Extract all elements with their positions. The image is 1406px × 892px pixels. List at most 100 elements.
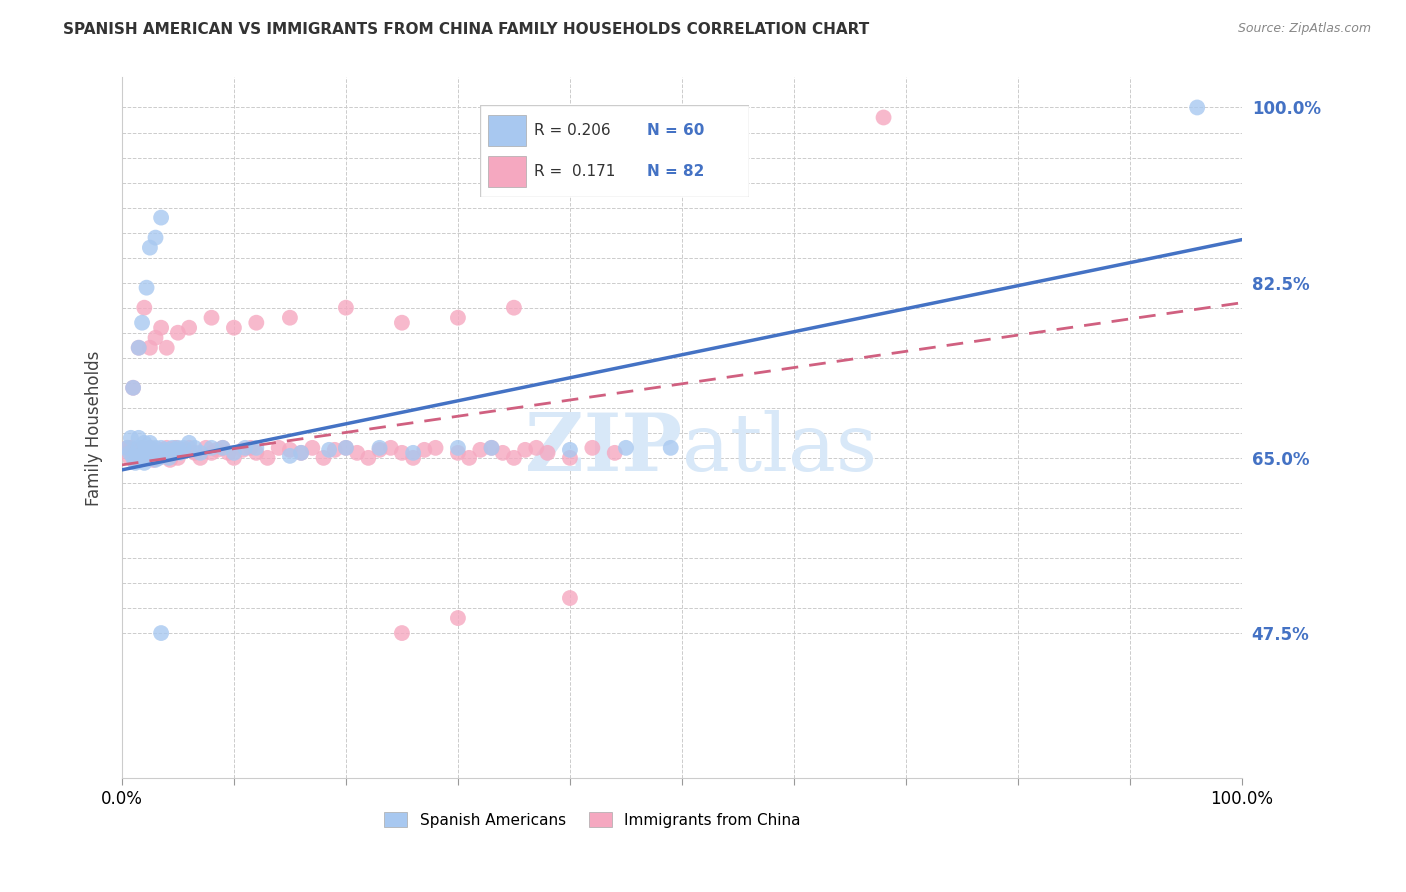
Point (335, 301, 357, 315)
Point (447, 441, 470, 455)
Point (188, 450, 211, 465)
Point (503, 301, 526, 315)
Point (153, 446, 176, 460)
Point (142, 446, 165, 460)
Point (513, 442, 536, 457)
Point (380, 441, 402, 455)
Point (211, 441, 233, 455)
Point (139, 241, 162, 255)
Point (156, 442, 179, 457)
Point (117, 441, 139, 455)
Point (179, 435, 201, 450)
Point (135, 281, 157, 295)
Point (150, 626, 173, 640)
Point (139, 435, 162, 450)
Point (290, 446, 312, 460)
Point (134, 435, 156, 450)
Point (222, 450, 245, 465)
Point (165, 441, 187, 455)
Point (524, 441, 547, 455)
Point (391, 446, 413, 460)
Point (659, 441, 682, 455)
Point (134, 456, 156, 470)
Point (128, 341, 150, 355)
Point (245, 441, 267, 455)
Point (122, 381, 145, 395)
Point (179, 441, 201, 455)
Point (134, 301, 156, 315)
Point (150, 441, 173, 455)
Point (346, 446, 368, 460)
Point (278, 449, 301, 463)
Point (173, 442, 195, 457)
Point (134, 450, 156, 465)
Point (368, 441, 391, 455)
Point (323, 442, 346, 457)
Point (145, 230, 167, 244)
Point (142, 453, 165, 467)
Point (128, 446, 150, 460)
Point (183, 446, 205, 460)
Point (122, 450, 145, 465)
Point (492, 446, 515, 460)
Point (458, 450, 481, 465)
Point (150, 320, 173, 334)
Point (134, 441, 156, 455)
Point (245, 446, 267, 460)
Point (120, 431, 142, 445)
Point (256, 450, 278, 465)
Point (558, 442, 581, 457)
Point (447, 310, 470, 325)
Point (139, 449, 162, 463)
Point (391, 626, 413, 640)
Point (200, 446, 222, 460)
Point (118, 450, 141, 465)
Point (131, 441, 153, 455)
Point (128, 453, 150, 467)
Point (481, 441, 503, 455)
Point (481, 441, 503, 455)
Point (245, 316, 267, 330)
Point (150, 442, 173, 457)
Point (162, 446, 184, 460)
Point (156, 441, 179, 455)
Point (425, 441, 447, 455)
Text: Source: ZipAtlas.com: Source: ZipAtlas.com (1237, 22, 1371, 36)
Point (157, 450, 180, 465)
Point (558, 450, 581, 465)
Point (278, 310, 301, 325)
Point (368, 442, 391, 457)
Point (194, 441, 217, 455)
Point (122, 381, 145, 395)
Point (200, 441, 222, 455)
Point (603, 446, 626, 460)
Point (139, 341, 162, 355)
Point (146, 446, 169, 460)
Point (318, 442, 340, 457)
Point (447, 611, 470, 625)
Point (312, 450, 335, 465)
Point (120, 441, 142, 455)
Point (205, 442, 228, 457)
Point (357, 450, 380, 465)
Point (117, 441, 139, 455)
Point (122, 446, 145, 460)
Point (267, 441, 290, 455)
Point (391, 316, 413, 330)
Point (139, 441, 162, 455)
Point (145, 441, 167, 455)
Point (290, 446, 312, 460)
Point (179, 320, 201, 334)
Point (128, 341, 150, 355)
Point (173, 441, 195, 455)
Text: atlas: atlas (682, 409, 877, 488)
Point (124, 453, 146, 467)
Point (413, 442, 436, 457)
Point (145, 446, 167, 460)
Point (536, 446, 558, 460)
Point (183, 441, 205, 455)
Point (159, 453, 181, 467)
Point (125, 446, 148, 460)
Point (150, 211, 173, 225)
Point (232, 442, 254, 457)
